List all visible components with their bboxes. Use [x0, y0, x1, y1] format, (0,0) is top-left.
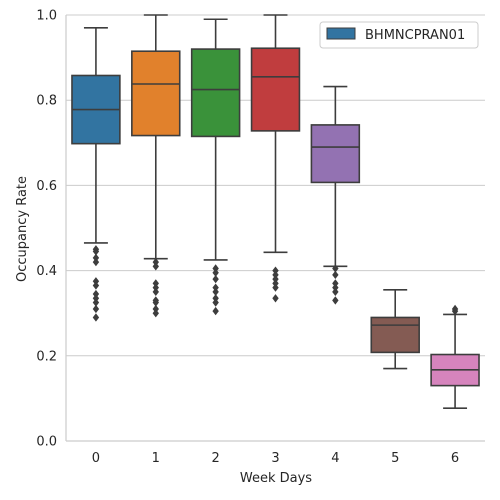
legend: BHMNCPRAN01 — [319, 21, 479, 49]
outlier-point — [272, 270, 279, 280]
outlier-point — [152, 262, 159, 271]
outlier-point — [92, 289, 100, 299]
box-day-6 — [430, 304, 480, 409]
y-tick-label: 0.8 — [36, 94, 57, 109]
x-tick-label: 2 — [212, 451, 220, 466]
y-tick-label: 0.2 — [36, 349, 57, 364]
outlier-point — [152, 304, 159, 314]
outlier-point — [92, 257, 100, 267]
box-day-1 — [131, 14, 181, 318]
x-tick-label: 4 — [331, 451, 339, 466]
outlier-point — [332, 279, 339, 288]
outlier-point — [272, 283, 279, 292]
outlier-point — [92, 247, 100, 256]
outlier-point — [272, 274, 279, 284]
legend-label: BHMNCPRAN01 — [365, 28, 465, 43]
outlier-point — [272, 266, 279, 275]
iqr-box — [310, 124, 361, 184]
y-tick-labels: 0.0 0.2 0.4 0.6 0.8 1.0 — [36, 9, 57, 450]
box-day-5 — [370, 288, 420, 370]
y-tick-label: 1.0 — [36, 9, 57, 24]
box-day-4 — [310, 85, 361, 305]
boxes — [71, 14, 480, 409]
outlier-point — [152, 298, 159, 307]
outlier-point — [212, 287, 219, 297]
outlier-point — [451, 306, 459, 316]
outlier-point — [332, 287, 339, 297]
y-tick-label: 0.6 — [36, 179, 57, 194]
outlier-point — [212, 298, 219, 307]
outlier-point — [212, 283, 219, 292]
x-tick-label: 0 — [92, 451, 100, 466]
outlier-point — [92, 304, 100, 314]
outlier-point — [332, 296, 339, 305]
outlier-point — [92, 253, 100, 262]
outlier-point — [272, 294, 279, 303]
outlier-point — [212, 264, 219, 273]
outlier-point — [212, 274, 219, 284]
axes — [65, 15, 485, 442]
iqr-box — [370, 316, 420, 354]
outlier-point — [272, 279, 279, 288]
outlier-point — [152, 309, 159, 318]
x-tick-label: 5 — [391, 451, 399, 466]
legend-swatch — [326, 27, 356, 40]
iqr-box — [190, 48, 241, 138]
x-tick-labels: 0 1 2 3 4 5 6 — [92, 451, 459, 466]
x-tick-label: 1 — [152, 451, 160, 466]
outlier-point — [92, 294, 100, 303]
box-day-2 — [190, 18, 241, 316]
outlier-point — [152, 283, 159, 292]
box-day-3 — [250, 14, 301, 303]
outlier-point — [212, 268, 219, 277]
x-axis-title: Week Days — [240, 471, 312, 486]
y-tick-label: 0.0 — [36, 435, 57, 450]
x-tick-label: 3 — [271, 451, 279, 466]
outlier-point — [212, 294, 219, 303]
legend-frame — [319, 21, 479, 49]
outlier-point — [152, 257, 159, 267]
outlier-point — [92, 313, 100, 322]
y-axis-title: Occupancy Rate — [15, 176, 30, 282]
outlier-point — [332, 283, 339, 292]
outlier-point — [332, 270, 339, 280]
outlier-point — [92, 281, 100, 290]
iqr-box — [131, 50, 181, 137]
x-tick-label: 6 — [451, 451, 459, 466]
box-day-0 — [71, 26, 121, 322]
outlier-point — [212, 306, 219, 316]
outlier-point — [152, 279, 159, 288]
outlier-point — [92, 298, 100, 307]
outlier-point — [152, 287, 159, 297]
outlier-point — [332, 264, 339, 273]
outlier-point — [92, 277, 100, 286]
y-tick-label: 0.4 — [36, 264, 57, 279]
iqr-box — [250, 47, 301, 132]
